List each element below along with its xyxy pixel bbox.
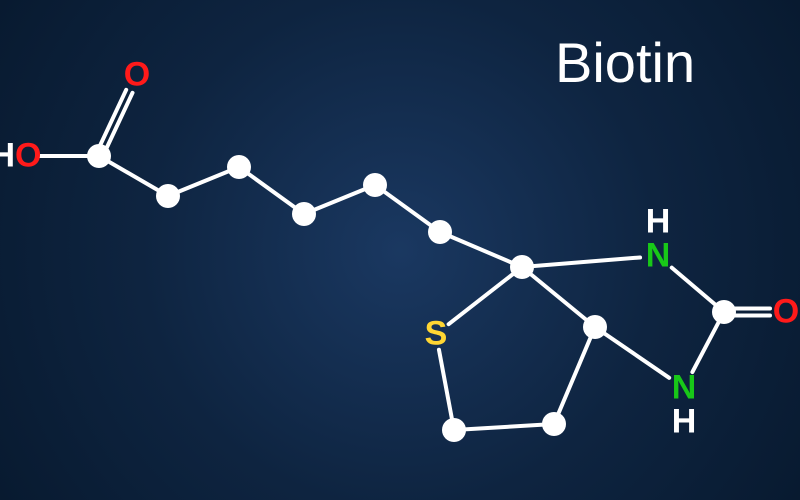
atom-H-for-N_top: H	[646, 203, 671, 242]
atom-HO: HO	[0, 137, 42, 176]
atom-S: S	[425, 315, 448, 354]
molecule-canvas: Biotin OHOSNHNHO	[0, 0, 800, 500]
atom-N_top: N	[646, 237, 671, 276]
atom-O_right: O	[773, 293, 799, 332]
atom-O_top: O	[124, 56, 150, 95]
atom-H-for-N_bot: H	[672, 403, 697, 442]
